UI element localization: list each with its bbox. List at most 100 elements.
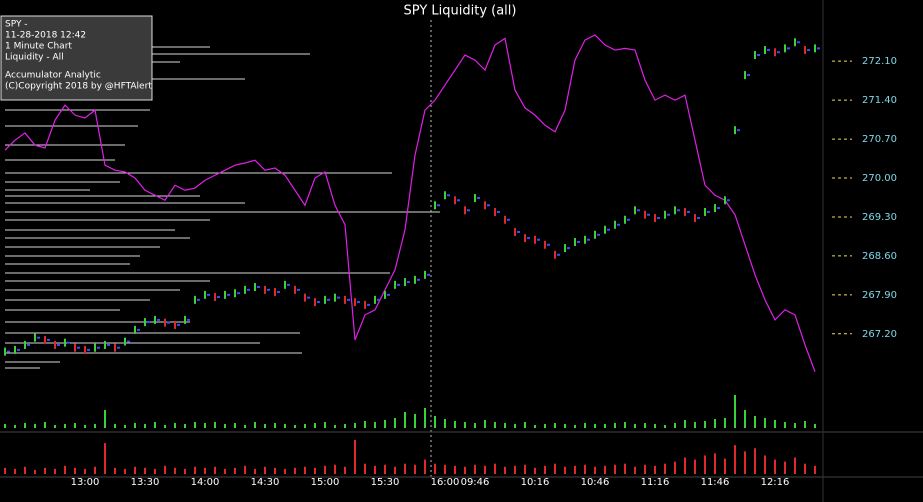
volume-bar-up [534,425,536,428]
price-close [637,209,640,212]
volume-bar-down [304,466,306,474]
price-close [667,213,670,216]
price-bar [574,237,580,246]
price-close [7,350,10,353]
volume-bar-down [104,443,106,474]
volume-bar-up [284,424,286,428]
volume-bar-down [384,464,386,474]
volume-bar-down [94,466,96,474]
volume-bar-down [214,466,216,474]
price-bar [664,210,670,219]
x-tick-label: 15:30 [371,477,400,488]
info-line: Liquidity - All [5,53,64,63]
price-bar [624,215,630,224]
price-close [267,288,270,291]
y-tick-label: 271.40 [862,95,897,106]
price-bar [104,340,110,349]
price-bar [34,333,40,342]
price-close [137,328,140,331]
volume-bar-up [214,422,216,428]
price-close [647,213,650,216]
price-close [167,321,170,324]
price-close [257,286,260,289]
volume-bar-down [714,453,716,474]
price-bar [214,293,220,302]
volume-bar-up [694,422,696,428]
price-bar [344,295,350,304]
volume-bar-down [194,466,196,474]
volume-bar-up [594,424,596,428]
x-tick-label: 12:16 [761,477,790,488]
volume-bar-down [494,463,496,474]
volume-bar-down [534,467,536,474]
volume-bar-down [724,458,726,474]
price-close [717,207,720,210]
price-close [507,218,510,221]
price-close [477,197,480,200]
x-tick-label: 11:46 [701,477,730,488]
volume-bar-up [344,424,346,428]
volume-bar-down [64,465,66,474]
price-close [67,341,70,344]
x-tick-label: 13:30 [131,477,160,488]
price-close [127,340,130,343]
price-bar [534,235,540,244]
volume-bar-down [634,466,636,474]
x-tick-label: 10:16 [521,477,550,488]
volume-bar-down [34,469,36,474]
price-close [557,253,560,256]
price-close [607,228,610,231]
price-bar [524,234,530,243]
price-close [497,210,500,213]
volume-bar-down [454,465,456,474]
volume-bar-up [754,416,756,428]
volume-bar-up [724,418,726,428]
volume-bar-up [794,423,796,428]
price-bar [204,290,210,299]
volume-bar-down [124,468,126,474]
volume-bar-up [704,421,706,428]
price-close [747,74,750,77]
volume-bar-down [394,466,396,474]
volume-bar-up [394,418,396,428]
price-close [347,298,350,301]
price-close [37,336,40,339]
volume-bar-down [704,455,706,474]
price-bar [274,288,280,297]
x-tick-label: 16:00 [431,477,460,488]
volume-bar-down [24,466,26,474]
price-close [397,283,400,286]
volume-bar-up [564,424,566,428]
volume-bar-up [254,422,256,428]
volume-bar-down [674,461,676,474]
volume-bar-down [404,463,406,474]
volume-bar-down [414,464,416,474]
y-tick-label: 270.00 [862,173,897,184]
price-bar [454,196,460,205]
volume-bar-up [574,425,576,428]
volume-bar-up [24,423,26,428]
chart-title: SPY Liquidity (all) [404,4,517,19]
price-close [467,209,470,212]
volume-bar-up [194,422,196,428]
volume-bar-up [744,410,746,428]
price-bar [764,46,770,55]
price-close [437,204,440,207]
price-bar [404,278,410,287]
volume-bar-down [154,468,156,474]
volume-bar-down [434,463,436,474]
volume-bar-down [524,464,526,474]
liquidity-line [4,34,816,372]
y-tick-label: 267.90 [862,290,897,301]
volume-bar-down [654,465,656,474]
volume-bar-up [4,424,6,428]
volume-bar-down [694,459,696,474]
volume-bar-down [594,466,596,474]
price-close [677,209,680,212]
volume-bar-up [814,424,816,428]
volume-bar-up [114,424,116,428]
volume-bar-down [484,465,486,474]
volume-bar-down [784,461,786,474]
volume-bar-up [34,424,36,428]
